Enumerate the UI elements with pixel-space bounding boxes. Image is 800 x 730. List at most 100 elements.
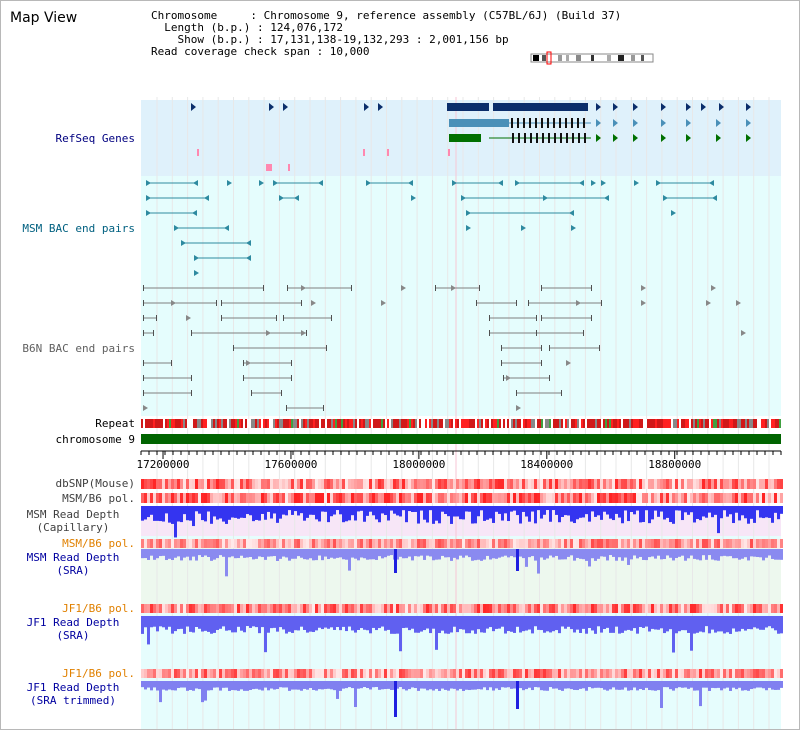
depth-bar: [696, 506, 699, 519]
heat-cell: [480, 669, 483, 678]
heat-cell: [177, 479, 180, 489]
heat-cell: [297, 604, 300, 613]
depth-bar: [177, 506, 180, 522]
track-label-jf1-depth-sra: JF1 Read Depth (SRA): [26, 616, 120, 642]
depth-bar: [429, 681, 432, 690]
heat-cell: [759, 493, 762, 503]
heat-cell: [168, 669, 171, 678]
heat-cell: [399, 669, 402, 678]
depth-bar: [510, 506, 513, 512]
repeat-segment: [711, 419, 713, 428]
depth-bar: [153, 616, 156, 627]
repeat-segment: [595, 419, 597, 428]
heat-cell: [720, 493, 723, 503]
repeat-segment: [209, 419, 211, 428]
depth-bar: [684, 549, 687, 561]
depth-bar: [570, 549, 573, 556]
heat-cell: [147, 539, 150, 548]
repeat-segment: [187, 419, 189, 428]
heat-cell: [573, 669, 576, 678]
repeat-segment: [769, 419, 771, 428]
bac-end: [351, 285, 352, 291]
heat-cell: [690, 669, 693, 678]
depth-bar: [201, 549, 204, 557]
depth-bar: [672, 681, 675, 691]
heat-cell: [525, 669, 528, 678]
heat-cell: [765, 479, 768, 489]
heat-cell: [612, 493, 615, 503]
bac-end: [576, 300, 581, 306]
depth-bar: [390, 681, 393, 690]
heat-cell: [537, 669, 540, 678]
heat-cell: [183, 669, 186, 678]
heat-cell: [522, 604, 525, 613]
heat-cell: [612, 604, 615, 613]
depth-bar: [174, 616, 177, 632]
depth-bar: [708, 616, 711, 634]
depth-bar: [228, 681, 231, 691]
heat-cell: [705, 539, 708, 548]
heat-cell: [648, 493, 651, 503]
depth-bar: [582, 681, 585, 689]
ideogram-band: [558, 55, 562, 61]
depth-bar: [747, 616, 750, 630]
heat-cell: [285, 493, 288, 503]
heat-cell: [666, 479, 669, 489]
heat-cell: [534, 539, 537, 548]
depth-bar: [726, 616, 729, 633]
repeat-segment: [255, 419, 257, 428]
depth-bar: [519, 681, 522, 689]
heat-cell: [741, 479, 744, 489]
heat-cell: [654, 493, 657, 503]
depth-bar: [555, 616, 558, 631]
depth-bar: [258, 549, 261, 557]
depth-bar: [669, 681, 672, 690]
repeat-segment: [625, 419, 627, 428]
heat-cell: [570, 669, 573, 678]
heat-cell: [654, 539, 657, 548]
heat-cell: [690, 539, 693, 548]
track-label-jf1-depth-trimmed: JF1 Read Depth (SRA trimmed): [26, 681, 120, 707]
repeat-segment: [499, 419, 501, 428]
depth-bar: [510, 549, 513, 557]
heat-cell: [747, 479, 750, 489]
repeat-segment: [631, 419, 633, 428]
depth-bar: [252, 549, 255, 560]
repeat-segment: [359, 419, 361, 428]
heat-cell: [285, 604, 288, 613]
repeat-segment: [287, 419, 289, 428]
depth-bar: [645, 549, 648, 561]
repeat-segment: [395, 419, 397, 428]
heat-cell: [303, 479, 306, 489]
depth-bar: [660, 549, 663, 560]
repeat-segment: [285, 419, 287, 428]
repeat-segment: [235, 419, 237, 428]
heat-cell: [762, 539, 765, 548]
depth-bar: [546, 549, 549, 559]
repeat-segment: [469, 419, 471, 428]
heat-cell: [696, 539, 699, 548]
heat-cell: [264, 493, 267, 503]
depth-bar: [567, 681, 570, 689]
bac-end: [466, 225, 471, 231]
heat-cell: [615, 604, 618, 613]
heat-cell: [333, 669, 336, 678]
jf1-b6-pol-track-1: [141, 604, 783, 613]
depth-bar: [444, 549, 447, 558]
heat-cell: [552, 604, 555, 613]
bac-end: [221, 300, 222, 306]
heat-cell: [597, 669, 600, 678]
depth-bar: [750, 681, 753, 690]
heat-cell: [177, 493, 180, 503]
heat-cell: [357, 539, 360, 548]
heat-cell: [699, 669, 702, 678]
ideogram-band: [566, 55, 569, 61]
depth-bar: [630, 681, 633, 691]
heat-cell: [423, 493, 426, 503]
heat-cell: [504, 539, 507, 548]
depth-bar: [654, 616, 657, 630]
heat-cell: [696, 604, 699, 613]
depth-bar: [477, 616, 480, 630]
depth-bar: [567, 506, 570, 516]
